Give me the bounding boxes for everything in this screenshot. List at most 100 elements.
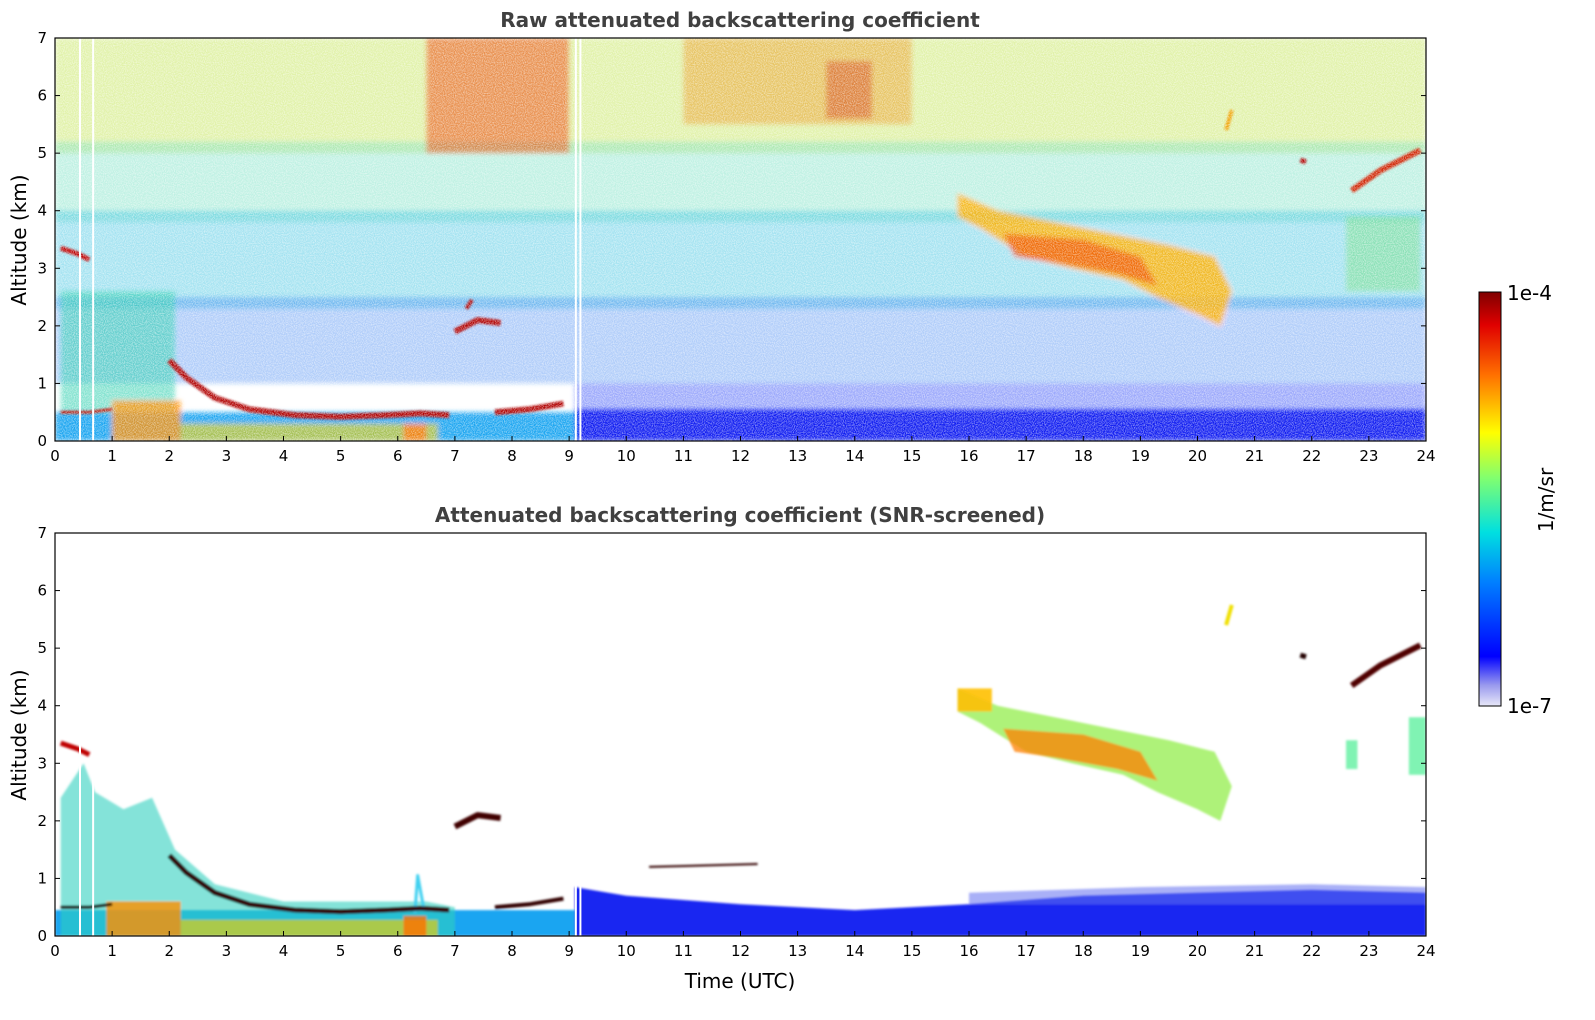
- x-tick-label: 7: [450, 447, 460, 465]
- x-tick-label: 3: [222, 447, 232, 465]
- x-tick-label: 18: [1074, 942, 1093, 960]
- x-tick-label: 22: [1302, 447, 1321, 465]
- x-tick-label: 0: [50, 942, 60, 960]
- cloud-base: [494, 896, 564, 910]
- x-tick-label: 18: [1074, 447, 1093, 465]
- x-tick-label: 20: [1188, 942, 1207, 960]
- ice-cloud-top: [957, 688, 992, 712]
- x-tick-label: 20: [1188, 447, 1207, 465]
- upper-cloud: [1349, 642, 1422, 689]
- x-tick-label: 1: [107, 942, 117, 960]
- x-tick-label: 12: [731, 447, 750, 465]
- x-tick-label: 4: [279, 942, 289, 960]
- data-gap: [574, 533, 577, 936]
- x-tick-label: 19: [1131, 447, 1150, 465]
- cloud-base: [167, 853, 450, 915]
- x-tick-label: 23: [1359, 447, 1378, 465]
- y-tick-label: 5: [37, 144, 47, 162]
- x-tick-label: 14: [845, 447, 864, 465]
- x-tick-label: 23: [1359, 942, 1378, 960]
- y-tick-label: 7: [37, 524, 47, 542]
- data-gap: [78, 38, 81, 441]
- low-cloud-core: [106, 901, 181, 936]
- plot-area-snr: [55, 533, 1426, 936]
- x-tick-label: 11: [674, 447, 693, 465]
- x-tick-label: 4: [279, 447, 289, 465]
- x-tick-label: 24: [1416, 942, 1435, 960]
- low-cloud-core: [403, 915, 427, 936]
- plot-area-raw: [55, 38, 1426, 441]
- y-tick-label: 6: [37, 87, 47, 105]
- x-tick-label: 16: [959, 942, 978, 960]
- data-gap: [92, 533, 95, 936]
- y-tick-label: 5: [37, 639, 47, 657]
- colorbar-max-label: 1e-4: [1507, 281, 1552, 305]
- colorbar-label: 1/m/sr: [1534, 467, 1558, 532]
- y-tick-label: 0: [37, 927, 47, 945]
- y-tick-label: 3: [37, 259, 47, 277]
- colorbar-min-label: 1e-7: [1507, 694, 1552, 718]
- y-tick-label: 3: [37, 754, 47, 772]
- x-tick-label: 10: [617, 447, 636, 465]
- cloud-layer: [59, 740, 91, 757]
- y-tick-label: 1: [37, 374, 47, 392]
- x-tick-label: 7: [450, 942, 460, 960]
- data-gap: [92, 38, 95, 441]
- fall-streak: [1408, 717, 1426, 775]
- ice-cloud-core: [1003, 728, 1158, 781]
- x-tick-label: 6: [393, 942, 403, 960]
- y-tick-label: 7: [37, 29, 47, 47]
- low-cloud: [60, 763, 455, 936]
- x-tick-label: 2: [164, 942, 174, 960]
- thin-plume: [413, 874, 425, 914]
- x-tick-label: 19: [1131, 942, 1150, 960]
- y-tick-label: 1: [37, 869, 47, 887]
- x-tick-label: 22: [1302, 942, 1321, 960]
- data-gap: [579, 38, 582, 441]
- data-gap: [574, 38, 577, 441]
- x-tick-label: 12: [731, 942, 750, 960]
- y-tick-label: 4: [37, 697, 47, 715]
- x-tick-label: 16: [959, 447, 978, 465]
- y-tick-label: 0: [37, 432, 47, 450]
- x-tick-label: 5: [336, 942, 346, 960]
- data-gap: [78, 533, 81, 936]
- x-tick-label: 17: [1017, 447, 1036, 465]
- x-tick-label: 14: [845, 942, 864, 960]
- aerosol-top: [969, 884, 1426, 905]
- colorbar: 1e-4 1e-7 1/m/sr: [1478, 281, 1558, 718]
- chart-title: Attenuated backscattering coefficient (S…: [435, 503, 1045, 527]
- cloud-base: [60, 902, 113, 909]
- x-tick-label: 5: [336, 447, 346, 465]
- x-tick-label: 15: [902, 942, 921, 960]
- y-tick-label: 2: [37, 812, 47, 830]
- x-tick-label: 15: [902, 447, 921, 465]
- x-tick-label: 21: [1245, 942, 1264, 960]
- x-tick-label: 1: [107, 447, 117, 465]
- panel-raw: Raw attenuated backscattering coefficien…: [7, 8, 1436, 465]
- colorbar-gradient: [1478, 291, 1502, 707]
- y-tick-label: 2: [37, 317, 47, 335]
- x-tick-label: 10: [617, 942, 636, 960]
- x-tick-label: 13: [788, 447, 807, 465]
- x-tick-label: 0: [50, 447, 60, 465]
- panel-snr: Attenuated backscattering coefficient (S…: [7, 503, 1436, 993]
- x-tick-label: 17: [1017, 942, 1036, 960]
- x-tick-label: 9: [564, 942, 574, 960]
- data-gap: [579, 533, 582, 936]
- x-tick-label: 21: [1245, 447, 1264, 465]
- y-tick-label: 4: [37, 202, 47, 220]
- x-tick-label: 8: [507, 942, 517, 960]
- mid-cloud: [453, 812, 501, 830]
- x-tick-label: 24: [1416, 447, 1435, 465]
- x-tick-label: 6: [393, 447, 403, 465]
- upper-cloud: [1224, 604, 1234, 626]
- x-tick-label: 11: [674, 942, 693, 960]
- y-axis-label: Altitude (km): [7, 669, 31, 800]
- low-cloud-core: [180, 919, 438, 936]
- x-axis-label: Time (UTC): [684, 969, 796, 993]
- small-cloud: [1299, 652, 1307, 660]
- x-tick-label: 3: [222, 942, 232, 960]
- x-tick-label: 8: [507, 447, 517, 465]
- x-tick-label: 13: [788, 942, 807, 960]
